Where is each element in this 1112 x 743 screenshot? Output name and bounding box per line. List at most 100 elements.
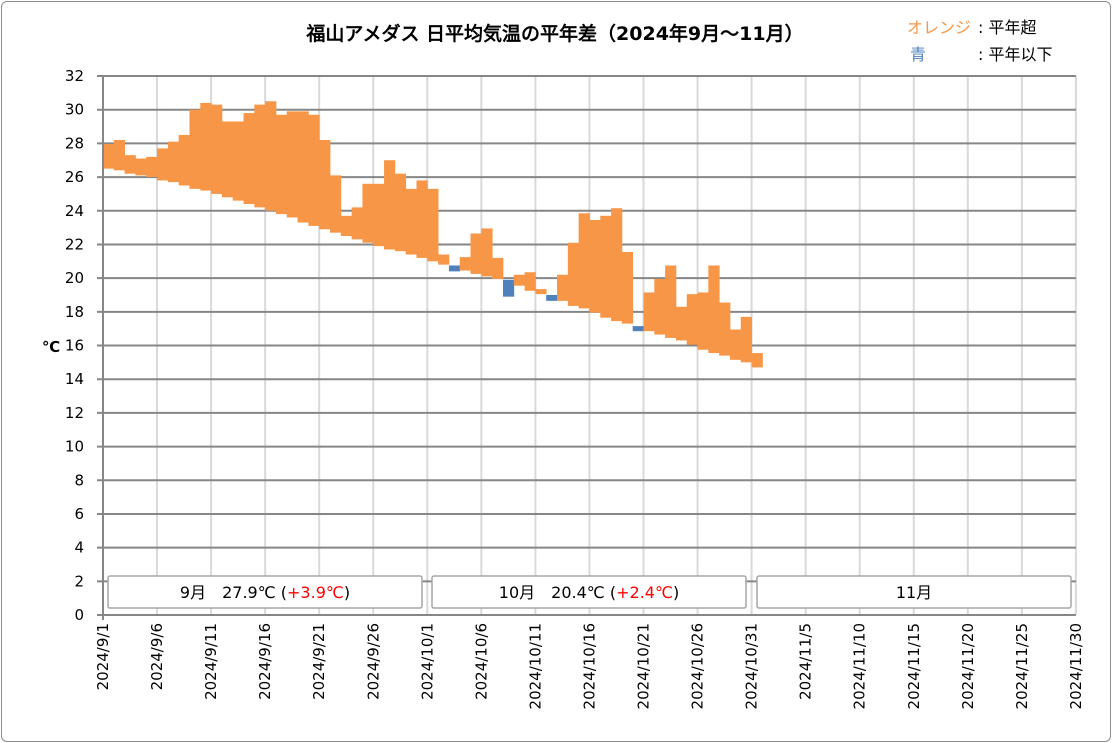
bar-above-normal [492, 257, 504, 279]
bar-above-normal [394, 173, 407, 252]
legend-below-label: 青 [910, 45, 926, 64]
bar-above-normal [211, 104, 223, 194]
bar-above-normal [740, 316, 752, 363]
y-tick-label: 18 [65, 303, 84, 321]
legend-below-text: : 平年以下 [978, 45, 1052, 64]
bar-above-normal [654, 278, 666, 335]
bar-above-normal [178, 134, 190, 186]
bar-above-normal [146, 156, 158, 178]
bar-above-normal [470, 233, 482, 274]
month-annotation-text: 9月 27.9℃ (+3.9℃) [180, 583, 350, 602]
bar-above-normal [330, 175, 342, 233]
bar-above-normal [513, 274, 525, 286]
x-tick-label: 2024/10/1 [418, 623, 436, 700]
x-tick-label: 2024/9/6 [148, 623, 166, 690]
x-tick-label: 2024/9/21 [310, 623, 328, 700]
bar-below-normal [502, 279, 515, 297]
bar-above-normal [308, 114, 320, 226]
bar-above-normal [686, 294, 698, 345]
bar-above-normal [405, 188, 417, 255]
x-tick-label: 2024/9/1 [94, 623, 112, 690]
month-annotation-box [756, 575, 1072, 609]
bar-above-normal [578, 213, 590, 309]
bar-above-normal [459, 257, 471, 271]
bars [103, 101, 763, 368]
bar-above-normal [373, 183, 385, 247]
annotation-paren: ) [673, 583, 679, 602]
y-tick-label: 14 [65, 370, 84, 388]
annotation-month: 9月 [180, 583, 206, 602]
y-tick-label: 26 [65, 168, 84, 186]
y-tick-label: 4 [74, 539, 84, 557]
y-tick-label: 24 [65, 202, 84, 220]
x-tick-label: 2024/11/15 [905, 623, 923, 709]
bar-above-normal [708, 265, 720, 354]
bar-above-normal [697, 292, 709, 350]
bar-below-normal [546, 294, 558, 301]
annotation-diff: +2.4℃ [616, 583, 673, 602]
bar-above-normal [535, 289, 547, 295]
y-tick-label: 2 [74, 572, 84, 590]
bar-above-normal [427, 188, 439, 262]
bar-above-normal [232, 121, 244, 201]
bar-above-normal [200, 102, 212, 191]
bar-above-normal [135, 158, 147, 176]
bar-above-normal [719, 302, 731, 356]
x-tick-label: 2024/10/26 [689, 623, 707, 709]
bar-above-normal [351, 207, 363, 240]
bar-above-normal [416, 180, 428, 258]
bar-above-normal [621, 252, 634, 324]
bar-above-normal [362, 183, 374, 243]
bar-above-normal [751, 353, 763, 368]
legend-above-text: : 平年超 [978, 18, 1036, 37]
bar-above-normal [729, 329, 742, 360]
x-tick-label: 2024/11/5 [797, 623, 815, 700]
x-tick-label: 2024/11/30 [1067, 623, 1085, 709]
bar-above-normal [600, 215, 612, 318]
bar-below-normal [632, 326, 644, 332]
annotation-paren: ( [610, 583, 616, 602]
x-tick-label: 2024/9/11 [202, 623, 220, 700]
x-tick-label: 2024/11/25 [1013, 623, 1031, 709]
y-axis-label: ℃ [42, 338, 60, 356]
y-tick-label: 10 [65, 438, 84, 456]
bar-above-normal [297, 111, 309, 223]
y-tick-label: 6 [74, 505, 84, 523]
annotation-month: 10月 [499, 583, 535, 602]
bar-above-normal [643, 292, 655, 332]
y-tick-label: 0 [74, 606, 84, 624]
bar-above-normal [243, 113, 255, 205]
bar-above-normal [254, 104, 266, 208]
annotation-mean: 27.9℃ [206, 583, 281, 602]
x-tick-label: 2024/10/16 [580, 623, 598, 709]
bar-above-normal [524, 272, 536, 291]
bar-above-normal [319, 140, 331, 230]
annotation-diff: +3.9℃ [287, 583, 344, 602]
y-tick-label: 12 [65, 404, 84, 422]
y-tick-label: 20 [65, 269, 84, 287]
x-tick-label: 2024/10/6 [472, 623, 490, 700]
month-annotation-text: 11月 [896, 583, 932, 602]
annotation-paren: ( [281, 583, 287, 602]
bar-above-normal [221, 121, 234, 198]
month-annotation-box [431, 575, 747, 609]
axes: 2024/9/1 2024/9/6 2024/9/11 2024/9/16 2024/9… [65, 67, 1085, 709]
y-tick-label: 8 [74, 471, 84, 489]
month-annotation-box [107, 575, 423, 609]
bar-above-normal [167, 141, 180, 183]
x-tick-label: 2024/9/26 [364, 623, 382, 700]
bar-above-normal [384, 160, 396, 250]
bar-above-normal [481, 228, 493, 277]
month-annotations: 9月 27.9℃ (+3.9℃) 10月 20.4℃ (+2.4℃) 11月 [107, 575, 1072, 609]
bar-above-normal [103, 144, 115, 169]
bar-above-normal [286, 111, 298, 218]
x-tick-label: 2024/11/20 [959, 623, 977, 709]
bar-above-normal [567, 242, 580, 306]
bar-above-normal [265, 101, 277, 211]
bar-above-normal [340, 215, 353, 237]
bar-above-normal [611, 208, 623, 322]
annotation-paren: ) [344, 583, 350, 602]
x-tick-label: 2024/9/16 [256, 623, 274, 700]
bar-above-normal [589, 220, 601, 313]
